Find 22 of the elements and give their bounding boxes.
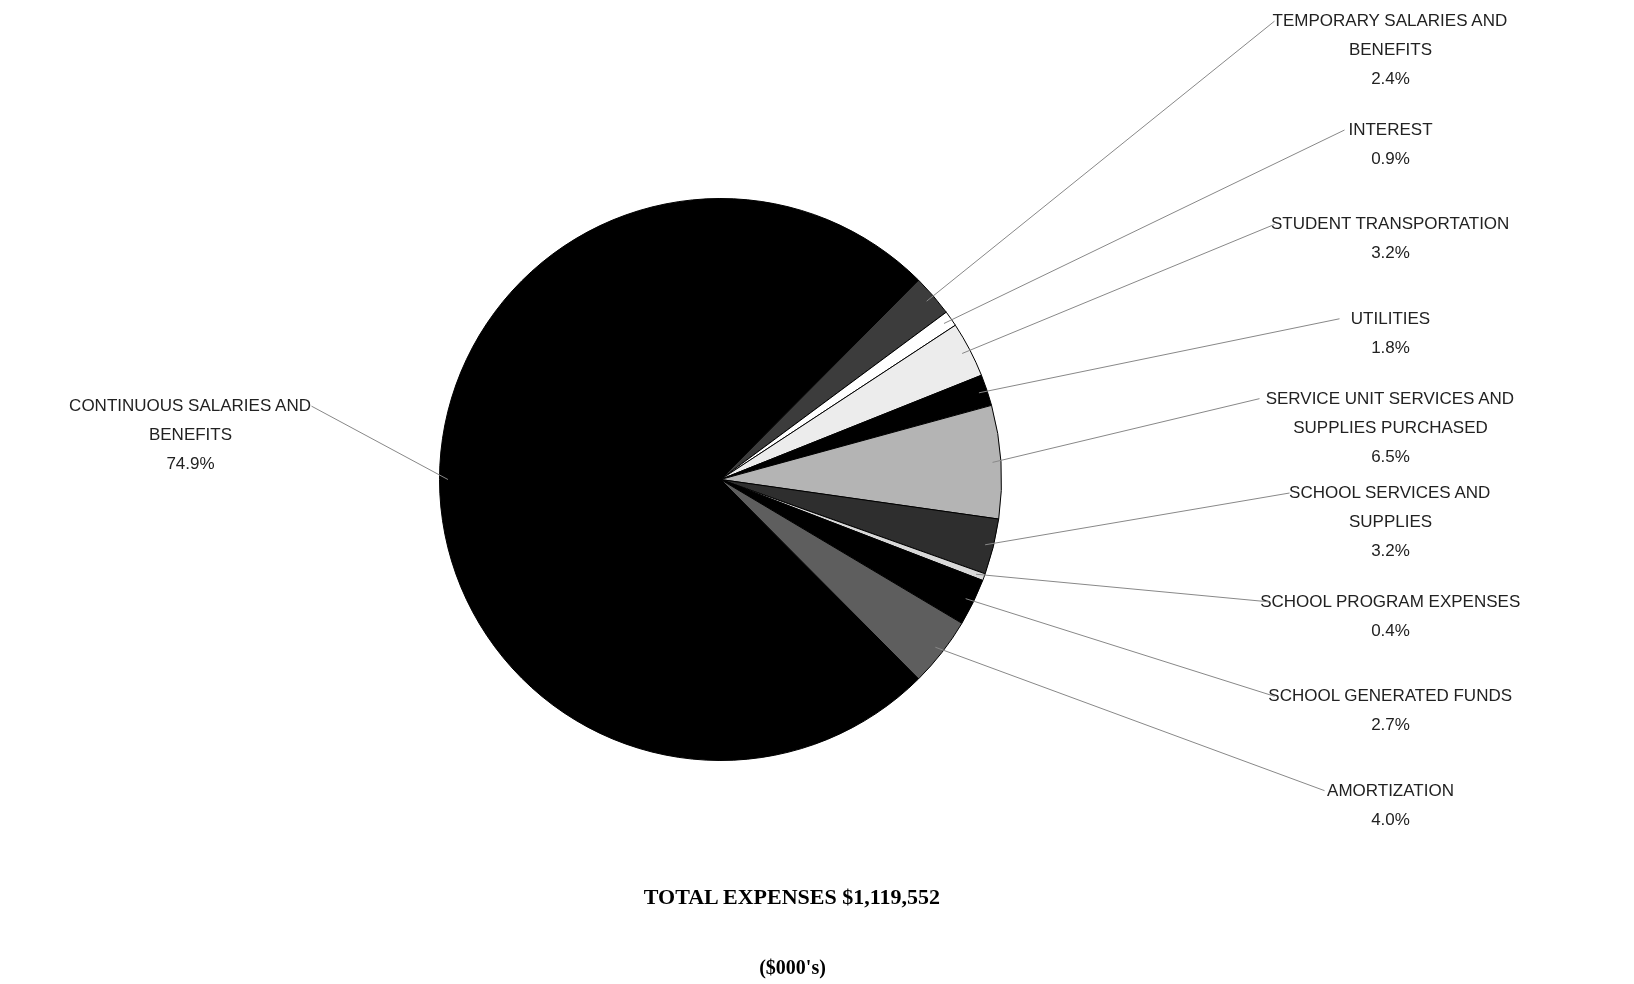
data-label: 0.9% bbox=[1371, 148, 1410, 168]
data-label: 2.7% bbox=[1371, 715, 1410, 735]
data-label: 1.8% bbox=[1371, 337, 1410, 357]
data-label: 2.4% bbox=[1371, 69, 1410, 88]
slice-label: AMORTIZATION bbox=[1327, 780, 1454, 800]
slice-label: UTILITIES bbox=[1350, 308, 1431, 328]
slice-label: SERVICE UNIT SERVICES AND SUPPLIES PURCHASED bbox=[1265, 388, 1515, 437]
data-label: 6.5% bbox=[1371, 446, 1410, 466]
text: ($000's) bbox=[759, 955, 826, 979]
slice-label: SCHOOL SERVICES AND SUPPLIES bbox=[1289, 482, 1491, 531]
data-label: 0.4% bbox=[1371, 620, 1410, 640]
data-label: 4.0% bbox=[1371, 809, 1410, 829]
data-label: 3.2% bbox=[1371, 243, 1410, 263]
data-label: 74.9% bbox=[166, 454, 215, 473]
slice-label: INTEREST bbox=[1348, 119, 1433, 139]
slice-label: CONTINUOUS SALARIES AND BENEFITS bbox=[69, 396, 311, 444]
slice-label: TEMPORARY SALARIES AND BENEFITS bbox=[1272, 11, 1508, 59]
slice-label: SCHOOL PROGRAM EXPENSES bbox=[1260, 591, 1521, 611]
slice-label: STUDENT TRANSPORTATION bbox=[1271, 214, 1510, 234]
text: TOTAL EXPENSES $1,119,552 bbox=[643, 884, 941, 909]
data-label: 3.2% bbox=[1371, 540, 1410, 560]
slice-label: SCHOOL GENERATED FUNDS bbox=[1268, 686, 1513, 706]
